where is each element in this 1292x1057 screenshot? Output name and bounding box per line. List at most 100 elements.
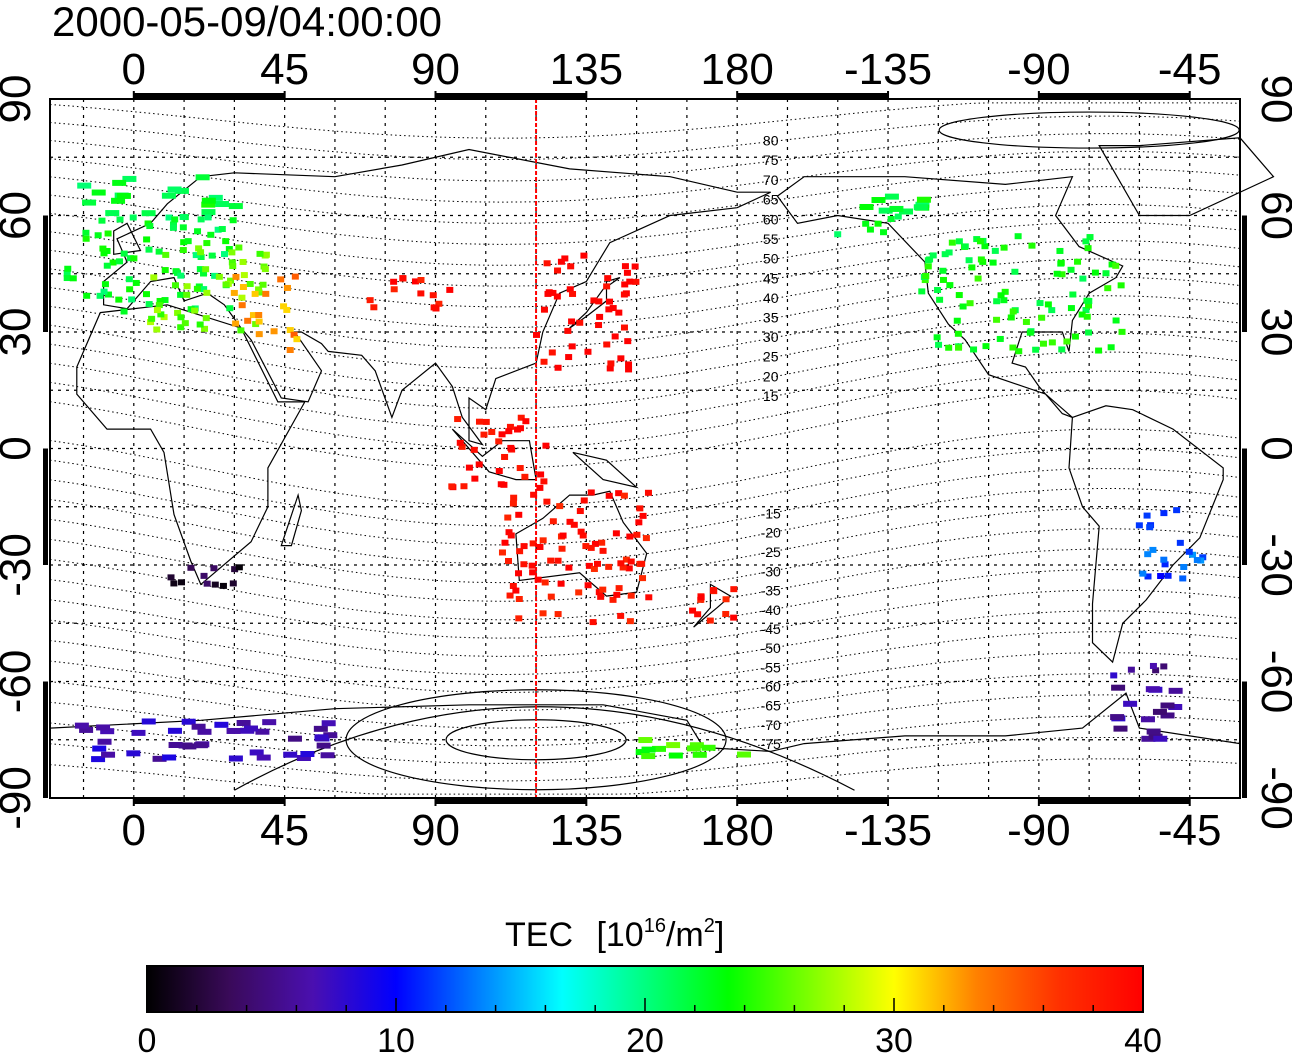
tec-point [1058,271,1066,278]
top-lon-label: 180 [700,45,773,94]
tec-point [1082,238,1090,245]
tec-point [1067,266,1075,273]
tec-point [627,558,635,565]
tec-point [390,278,398,285]
tec-point [321,720,336,727]
tec-point [74,722,89,729]
contour-label: 75 [763,152,779,168]
tec-point [1083,313,1091,320]
contour-line [49,589,1241,657]
tec-point [215,201,230,208]
map-frame [43,91,1247,806]
tec-point [1144,551,1152,558]
contour-label: 60 [763,211,779,227]
tec-point [548,349,556,356]
contour-label: 45 [763,270,779,286]
tec-point [153,307,161,314]
tec-point [598,539,606,546]
tec-point [1127,666,1135,673]
tec-point [1038,314,1046,321]
tec-point [1000,297,1008,304]
tec-point [557,580,565,587]
tec-point [1039,340,1047,347]
tec-point [219,582,227,589]
tec-point [101,281,109,288]
tec-point [970,346,978,353]
contour-labels: 80 75 70 65 60 55 50 45 40 35 30 25 20 15 -15 -20 -25 -30… [761,132,781,751]
tec-point [871,197,886,204]
right-lat-label: -30 [1252,533,1292,597]
tec-point [736,751,751,758]
tec-point [605,306,613,313]
tec-point [83,292,91,299]
tec-point [1107,344,1115,351]
tec-point [530,491,538,498]
tec-point [621,281,629,288]
tec-point [1026,329,1034,336]
tec-point [613,591,621,598]
tec-point [874,220,882,227]
tec-point [157,311,165,318]
tec-point [63,275,71,282]
tec-point [1083,297,1091,304]
tec-point [1152,667,1160,674]
tec-point [626,278,634,285]
tec-point [214,226,222,233]
tec-point [167,186,182,193]
tec-point [1067,305,1075,312]
tec-point [1143,512,1151,519]
tec-point [959,303,967,310]
contour-label: -20 [761,525,781,541]
bottom-frame-bar [1038,799,1190,804]
tec-point [880,229,888,236]
tec-point [237,327,245,334]
tec-point [973,236,981,243]
tec-point [167,727,182,734]
tec-point [866,226,874,233]
tec-point [1149,662,1157,669]
tec-point [997,292,1005,299]
tec-point [168,741,183,748]
tec-point [256,250,264,257]
tec-point [120,308,128,315]
tec-point [507,532,515,539]
tec-point [1146,524,1154,531]
tec-point [1160,663,1168,670]
tec-point [1048,307,1056,314]
tec-point [161,267,169,274]
right-frame-bar [1242,448,1247,565]
tec-point [576,319,584,326]
tec-point [1110,672,1118,679]
tec-point [228,203,243,210]
tec-point [174,187,189,194]
tec-point [689,607,697,614]
tec-point [82,199,97,206]
tec-point [112,179,127,186]
tec-point [1173,507,1181,514]
tec-point [522,418,530,425]
tec-point [955,344,963,351]
tec-point [1048,339,1056,346]
top-lon-label: 45 [260,45,309,94]
tec-point [187,564,195,571]
tec-point [1071,333,1079,340]
tec-point [131,729,146,736]
tec-point [283,751,298,758]
tec-point [129,214,137,221]
bottom-lon-label: -45 [1158,806,1222,855]
tec-point [262,290,270,297]
right-lat-label: 30 [1252,308,1292,357]
tec-point [516,548,524,555]
tec-point [1074,258,1082,265]
tec-point [79,726,94,733]
contour-label: 30 [763,329,779,345]
colorbar-label-mid: /m [666,916,704,954]
left-lat-label: 30 [0,308,40,357]
contour-label: -55 [761,659,781,675]
tec-point [639,512,647,519]
tec-point [211,581,219,588]
tec-point [730,614,738,621]
tec-point [193,285,201,292]
tec-point [609,596,617,603]
tec-point [945,249,953,256]
